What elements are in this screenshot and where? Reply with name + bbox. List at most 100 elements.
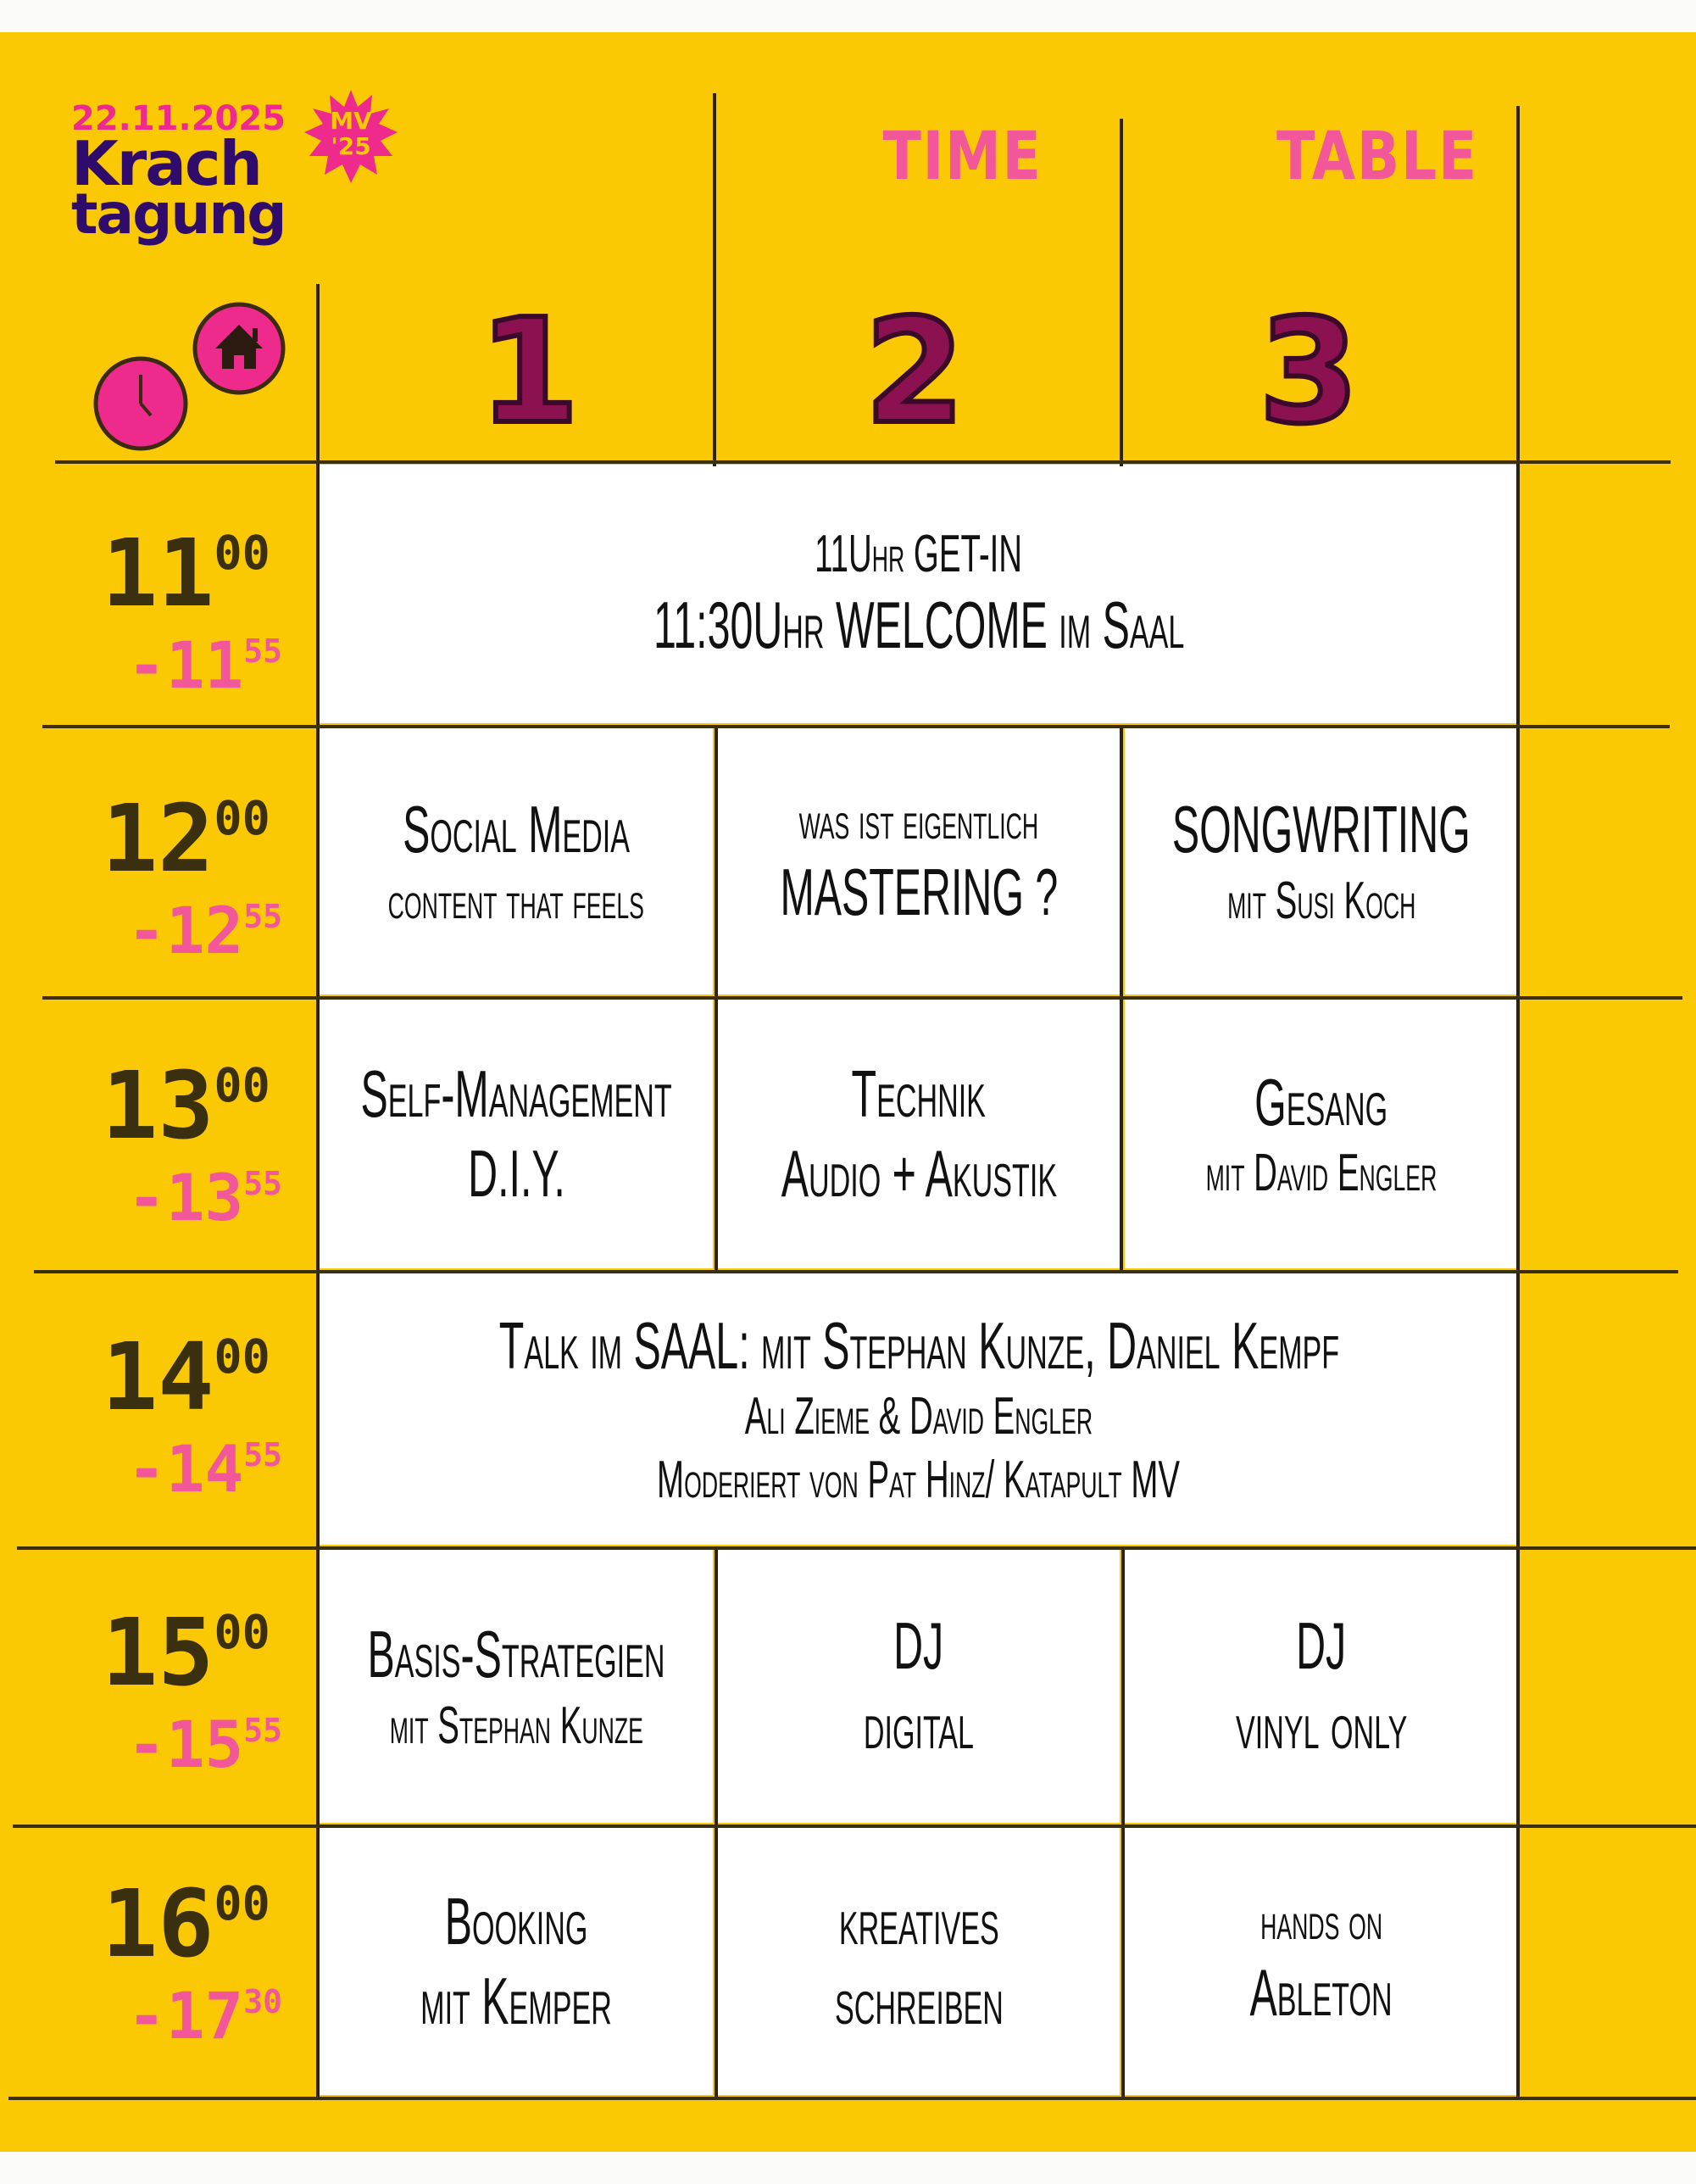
session-text: Moderiert von Pat Hinz/ Katapult MV <box>657 1450 1181 1509</box>
grid-line <box>316 284 320 2098</box>
time-slot-12: 1200 -1255 <box>102 784 282 968</box>
session-text: 11Uhr GET-IN <box>815 524 1023 583</box>
room-number-1: 1 <box>476 286 581 459</box>
session-subtitle: schreiben <box>834 1963 1004 2038</box>
session-16-room-3: hands on Ableton <box>1125 1828 1518 2095</box>
session-title: DJ <box>1296 1608 1347 1684</box>
session-12-room-3: SONGWRITING mit Susi Koch <box>1125 728 1518 994</box>
time-slot-14: 1400 -1455 <box>102 1323 282 1507</box>
time-start: 15 <box>102 1598 214 1707</box>
time-start: 16 <box>102 1869 214 1978</box>
session-title: Ableton <box>1249 1954 1393 2030</box>
grid-line <box>17 1546 1696 1550</box>
session-title: Basis-Strategien <box>367 1617 665 1691</box>
session-15-room-3: DJ vinyl only <box>1125 1550 1518 1823</box>
session-12-room-1: Social Media content that feels <box>320 728 713 994</box>
time-end-min: 55 <box>243 897 283 935</box>
session-subtitle: content that feels <box>387 871 645 930</box>
session-subtitle: mit David Engler <box>1205 1144 1437 1203</box>
logo-title-1: Krach <box>71 128 263 199</box>
grid-line <box>713 93 716 466</box>
time-end: -11 <box>127 627 244 703</box>
time-start: 13 <box>102 1051 214 1160</box>
time-end-min: 55 <box>243 632 283 670</box>
room-number-3: 3 <box>1256 286 1361 459</box>
session-14-full: Talk im SAAL: mit Stephan Kunze, Daniel … <box>320 1273 1518 1545</box>
time-start-min: 00 <box>214 1058 270 1113</box>
session-15-room-1: Basis-Strategien mit Stephan Kunze <box>320 1550 713 1823</box>
time-start-min: 00 <box>214 1329 270 1384</box>
badge-line-2: '25 <box>331 132 371 160</box>
session-subtitle: vinyl only <box>1235 1688 1408 1763</box>
session-13-room-2: Technik Audio + Akustik <box>718 1000 1120 1268</box>
session-text: Talk im SAAL: mit Stephan Kunze, Daniel … <box>498 1307 1339 1383</box>
grid-line <box>8 2097 1696 2100</box>
session-title: Gesang <box>1254 1064 1388 1139</box>
time-start-min: 00 <box>214 526 270 581</box>
logo-badge: MV '25 <box>304 90 398 183</box>
grid-line <box>1121 1546 1125 2099</box>
grid-line <box>34 1270 1678 1273</box>
time-end: -12 <box>127 893 244 968</box>
grid-line <box>1516 106 1520 2098</box>
session-text: 11:30Uhr WELCOME im Saal <box>653 587 1185 662</box>
session-subtitle: hands on <box>1260 1892 1382 1951</box>
grid-line <box>42 725 1670 728</box>
time-start-min: 00 <box>214 791 270 846</box>
logo-date: 22.11.2025 <box>71 99 286 138</box>
grid-line <box>13 1825 1696 1828</box>
time-end-min: 30 <box>243 1982 283 2020</box>
session-title: MASTERING ? <box>780 855 1058 930</box>
session-title: SONGWRITING <box>1172 792 1471 866</box>
session-subtitle: mit Susi Koch <box>1226 871 1416 930</box>
session-title: kreatives <box>838 1883 999 1958</box>
time-slot-15: 1500 -1555 <box>102 1598 282 1782</box>
time-start: 14 <box>102 1323 214 1431</box>
session-title: Technik <box>851 1056 987 1131</box>
time-start-min: 00 <box>214 1876 270 1931</box>
room-number-2: 2 <box>862 286 967 459</box>
session-16-room-2: kreatives schreiben <box>718 1828 1120 2095</box>
home-icon <box>192 301 286 396</box>
session-subtitle: mit Kemper <box>420 1963 612 2038</box>
session-16-room-1: Booking mit Kemper <box>320 1828 713 2095</box>
session-12-room-2: was ist eigentlich MASTERING ? <box>718 728 1120 994</box>
grid-line <box>1120 119 1123 466</box>
session-13-room-3: Gesang mit David Engler <box>1125 1000 1518 1268</box>
time-end: -13 <box>127 1160 244 1235</box>
badge-line-1: MV <box>330 107 372 135</box>
session-title: Booking <box>444 1883 588 1958</box>
clock-icon <box>92 354 190 453</box>
grid-line <box>55 460 1671 464</box>
grid-line <box>42 996 1682 1000</box>
session-title: DJ <box>893 1608 944 1684</box>
time-start: 12 <box>102 784 214 893</box>
time-end: -14 <box>127 1431 244 1507</box>
starburst-icon <box>304 90 398 183</box>
time-end: -15 <box>127 1707 244 1782</box>
session-subtitle: mit Stephan Kunze <box>389 1696 643 1755</box>
header-table: TABLE <box>1276 119 1478 195</box>
logo: 22.11.2025 Krach tagung MV '25 <box>71 90 427 270</box>
time-start: 11 <box>102 519 214 627</box>
session-title: Self-Management <box>360 1056 672 1131</box>
session-subtitle: D.I.Y. <box>467 1135 565 1211</box>
time-slot-13: 1300 -1355 <box>102 1051 282 1235</box>
grid-line <box>715 1546 718 2099</box>
session-text: Ali Zieme & David Engler <box>744 1387 1093 1446</box>
session-11-full: 11Uhr GET-IN 11:30Uhr WELCOME im Saal <box>320 465 1518 723</box>
time-slot-16: 1600 -1730 <box>102 1869 282 2053</box>
time-end: -17 <box>127 1978 244 2053</box>
session-subtitle: Audio + Akustik <box>781 1135 1057 1211</box>
session-subtitle: was ist eigentlich <box>798 792 1039 850</box>
session-13-room-1: Self-Management D.I.Y. <box>320 1000 713 1268</box>
session-title: Social Media <box>403 792 630 866</box>
time-start-min: 00 <box>214 1605 270 1660</box>
header-time: TIME <box>882 119 1043 195</box>
time-end-min: 55 <box>243 1164 283 1202</box>
time-end-min: 55 <box>243 1435 283 1474</box>
time-slot-11: 1100 -1155 <box>102 519 282 703</box>
time-end-min: 55 <box>243 1711 283 1749</box>
logo-title-2: tagung <box>71 181 287 247</box>
session-15-room-2: DJ digital <box>718 1550 1120 1823</box>
